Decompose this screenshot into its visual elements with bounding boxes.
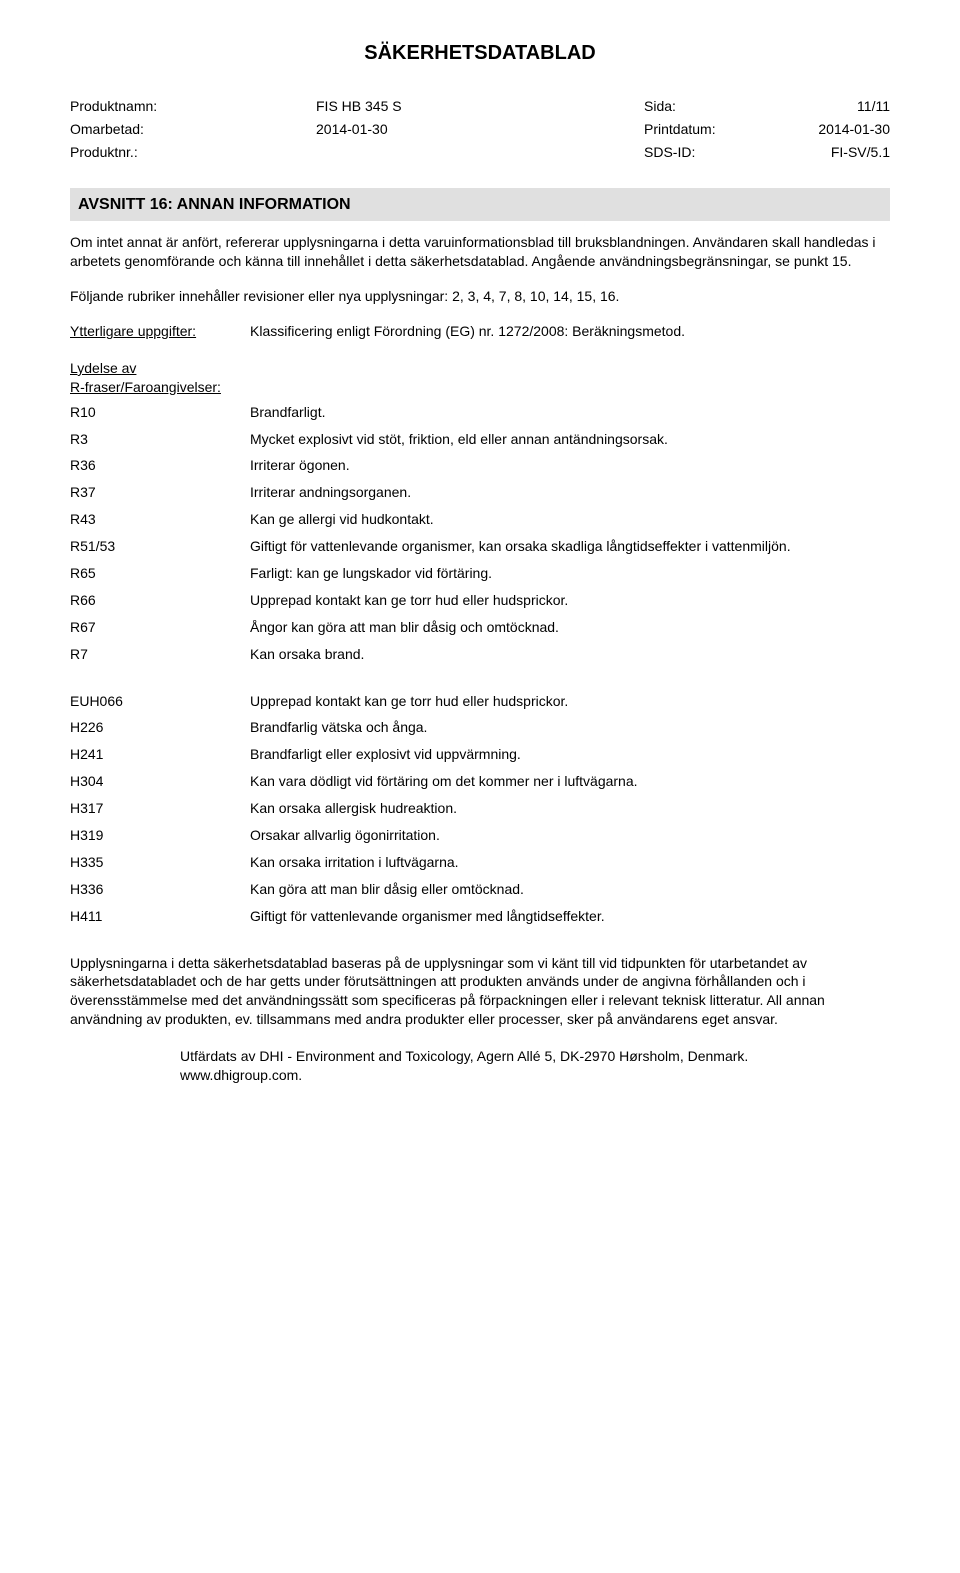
section-16-header: AVSNITT 16: ANNAN INFORMATION (70, 188, 890, 222)
section-16-intro: Om intet annat är anfört, refererar uppl… (70, 233, 890, 271)
r-phrases-heading-line2: R-fraser/Faroangivelser: (70, 379, 221, 395)
section-16-revisions: Följande rubriker innehåller revisioner … (70, 287, 890, 306)
r-phrase-code: R43 (70, 510, 250, 529)
h-phrase-code: H304 (70, 772, 250, 791)
r-phrase-text: Brandfarligt. (250, 403, 890, 422)
h-phrase-list: EUH066Upprepad kontakt kan ge torr hud e… (70, 692, 890, 926)
r-phrase-row: R67Ångor kan göra att man blir dåsig och… (70, 618, 890, 637)
additional-info-value: Klassificering enligt Förordning (EG) nr… (250, 322, 890, 347)
r-phrase-list: R10Brandfarligt.R3Mycket explosivt vid s… (70, 403, 890, 664)
r-phrase-text: Kan orsaka brand. (250, 645, 890, 664)
h-phrase-text: Upprepad kontakt kan ge torr hud eller h… (250, 692, 890, 711)
r-phrase-code: R65 (70, 564, 250, 583)
r-phrase-row: R36Irriterar ögonen. (70, 456, 890, 475)
h-phrase-code: H317 (70, 799, 250, 818)
r-phrase-text: Irriterar andningsorganen. (250, 483, 890, 502)
h-phrase-row: H319Orsakar allvarlig ögonirritation. (70, 826, 890, 845)
r-phrase-row: R3Mycket explosivt vid stöt, friktion, e… (70, 430, 890, 449)
h-phrase-row: H226Brandfarlig vätska och ånga. (70, 718, 890, 737)
revised-value: 2014-01-30 (316, 118, 644, 141)
issuer-url: www.dhigroup.com. (180, 1066, 890, 1085)
meta-row: Omarbetad: 2014-01-30 Printdatum: 2014-0… (70, 118, 890, 141)
r-phrase-code: R66 (70, 591, 250, 610)
r-phrase-row: R65Farligt: kan ge lungskador vid förtär… (70, 564, 890, 583)
r-phrase-text: Ångor kan göra att man blir dåsig och om… (250, 618, 890, 637)
r-phrase-code: R36 (70, 456, 250, 475)
h-phrase-code: EUH066 (70, 692, 250, 711)
issuer-block: Utfärdats av DHI - Environment and Toxic… (70, 1047, 890, 1085)
meta-table: Produktnamn: FIS HB 345 S Sida: 11/11 Om… (70, 95, 890, 164)
productnr-label: Produktnr.: (70, 141, 316, 164)
spacer (70, 672, 890, 692)
page-value: 11/11 (767, 95, 890, 118)
h-phrase-text: Kan orsaka irritation i luftvägarna. (250, 853, 890, 872)
r-phrase-code: R51/53 (70, 537, 250, 556)
meta-row: Produktnamn: FIS HB 345 S Sida: 11/11 (70, 95, 890, 118)
r-phrase-text: Upprepad kontakt kan ge torr hud eller h… (250, 591, 890, 610)
r-phrase-text: Farligt: kan ge lungskador vid förtäring… (250, 564, 890, 583)
h-phrase-row: H241Brandfarligt eller explosivt vid upp… (70, 745, 890, 764)
page: SÄKERHETSDATABLAD Produktnamn: FIS HB 34… (0, 0, 960, 1145)
printdate-value: 2014-01-30 (767, 118, 890, 141)
h-phrase-code: H241 (70, 745, 250, 764)
h-phrase-text: Orsakar allvarlig ögonirritation. (250, 826, 890, 845)
issuer-text: Utfärdats av DHI - Environment and Toxic… (180, 1047, 890, 1066)
r-phrase-code: R3 (70, 430, 250, 449)
r-phrase-code: R10 (70, 403, 250, 422)
r-phrase-text: Giftigt för vattenlevande organismer, ka… (250, 537, 890, 556)
h-phrase-code: H226 (70, 718, 250, 737)
h-phrase-text: Kan göra att man blir dåsig eller omtöck… (250, 880, 890, 899)
printdate-label: Printdatum: (644, 118, 767, 141)
additional-info-row: Ytterligare uppgifter: Klassificering en… (70, 322, 890, 347)
page-label: Sida: (644, 95, 767, 118)
h-phrase-text: Kan orsaka allergisk hudreaktion. (250, 799, 890, 818)
h-phrase-text: Brandfarlig vätska och ånga. (250, 718, 890, 737)
r-phrase-row: R7Kan orsaka brand. (70, 645, 890, 664)
document-title: SÄKERHETSDATABLAD (70, 40, 890, 67)
h-phrase-row: H317Kan orsaka allergisk hudreaktion. (70, 799, 890, 818)
r-phrase-code: R67 (70, 618, 250, 637)
h-phrase-code: H319 (70, 826, 250, 845)
revised-label: Omarbetad: (70, 118, 316, 141)
h-phrase-code: H335 (70, 853, 250, 872)
productnr-value (316, 141, 644, 164)
h-phrase-text: Kan vara dödligt vid förtäring om det ko… (250, 772, 890, 791)
h-phrase-row: H335Kan orsaka irritation i luftvägarna. (70, 853, 890, 872)
product-name-value: FIS HB 345 S (316, 95, 644, 118)
h-phrase-row: H411Giftigt för vattenlevande organismer… (70, 907, 890, 926)
disclaimer: Upplysningarna i detta säkerhetsdatablad… (70, 954, 890, 1030)
r-phrases-heading-line1: Lydelse av (70, 360, 136, 376)
spacer (70, 934, 890, 954)
h-phrase-code: H411 (70, 907, 250, 926)
h-phrase-row: EUH066Upprepad kontakt kan ge torr hud e… (70, 692, 890, 711)
h-phrase-text: Giftigt för vattenlevande organismer med… (250, 907, 890, 926)
sdsid-label: SDS-ID: (644, 141, 767, 164)
r-phrase-text: Mycket explosivt vid stöt, friktion, eld… (250, 430, 890, 449)
r-phrase-code: R37 (70, 483, 250, 502)
r-phrase-row: R10Brandfarligt. (70, 403, 890, 422)
r-phrase-row: R37Irriterar andningsorganen. (70, 483, 890, 502)
product-name-label: Produktnamn: (70, 95, 316, 118)
h-phrase-row: H304Kan vara dödligt vid förtäring om de… (70, 772, 890, 791)
r-phrase-row: R51/53Giftigt för vattenlevande organism… (70, 537, 890, 556)
r-phrase-row: R43Kan ge allergi vid hudkontakt. (70, 510, 890, 529)
h-phrase-text: Brandfarligt eller explosivt vid uppvärm… (250, 745, 890, 764)
meta-row: Produktnr.: SDS-ID: FI-SV/5.1 (70, 141, 890, 164)
r-phrases-heading: Lydelse av R-fraser/Faroangivelser: (70, 359, 890, 397)
r-phrase-text: Kan ge allergi vid hudkontakt. (250, 510, 890, 529)
sdsid-value: FI-SV/5.1 (767, 141, 890, 164)
h-phrase-code: H336 (70, 880, 250, 899)
h-phrase-row: H336Kan göra att man blir dåsig eller om… (70, 880, 890, 899)
additional-info-label: Ytterligare uppgifter: (70, 322, 250, 341)
r-phrase-text: Irriterar ögonen. (250, 456, 890, 475)
r-phrase-code: R7 (70, 645, 250, 664)
r-phrase-row: R66Upprepad kontakt kan ge torr hud elle… (70, 591, 890, 610)
